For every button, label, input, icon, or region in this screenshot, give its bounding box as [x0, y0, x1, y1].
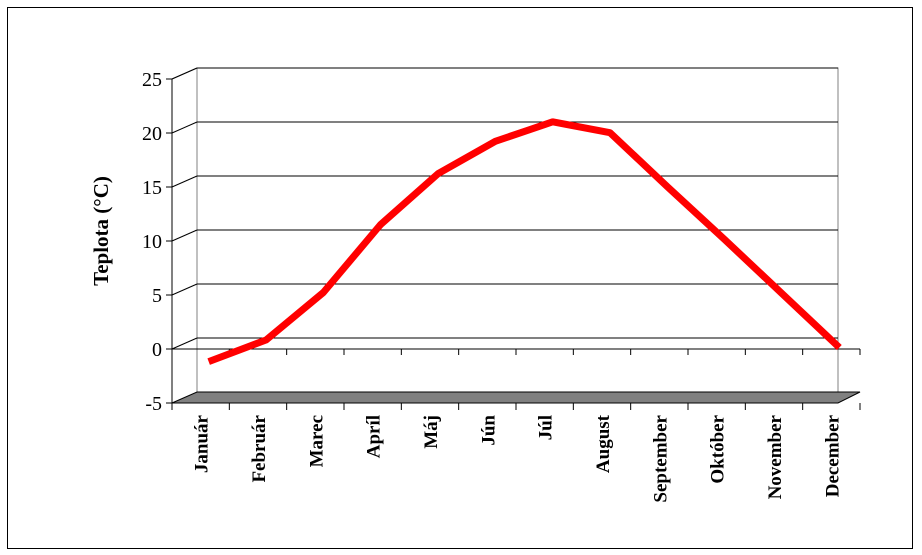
x-tick-label: September	[650, 414, 671, 502]
gridline-depth	[171, 337, 198, 350]
y-tick-label: -5	[145, 393, 162, 415]
x-tick-labels: Január Február Marec Apríl Máj Jún Júl August Se…	[192, 414, 844, 502]
x-tick-label: Júl	[536, 415, 557, 440]
gridlines	[171, 67, 838, 350]
x-tick-label: Marec	[306, 415, 327, 467]
chart-floor	[171, 391, 861, 404]
x-tick-label: Február	[249, 414, 270, 482]
y-tick-label: 20	[142, 123, 162, 145]
gridline-depth	[171, 229, 198, 242]
gridline-depth	[171, 121, 198, 134]
gridline-depth	[171, 175, 198, 188]
series-line	[207, 118, 842, 365]
y-tick-label: 5	[152, 285, 162, 307]
gridline-depth	[171, 67, 198, 80]
x-tick-label: Máj	[421, 415, 442, 449]
x-tick-label: August	[593, 414, 614, 473]
y-tick-label: 0	[152, 339, 162, 361]
y-axis-label: Teplota (°C)	[89, 176, 113, 286]
gridline-depth	[171, 283, 198, 296]
series-lines	[207, 118, 842, 365]
x-tick-label: Jún	[478, 415, 499, 446]
x-tick-label: December	[822, 414, 843, 497]
y-tick-label: 15	[142, 177, 162, 199]
x-tick-label: Január	[192, 414, 213, 473]
y-tick-label: 10	[142, 231, 162, 253]
x-tick-label: Október	[708, 414, 729, 483]
y-tick-labels: -5 0 5 10 15 20 25	[142, 69, 162, 415]
y-tick-label: 25	[142, 69, 162, 91]
x-tick-label: Apríl	[364, 415, 385, 458]
x-tick-label: November	[765, 414, 786, 499]
axes	[166, 78, 861, 410]
